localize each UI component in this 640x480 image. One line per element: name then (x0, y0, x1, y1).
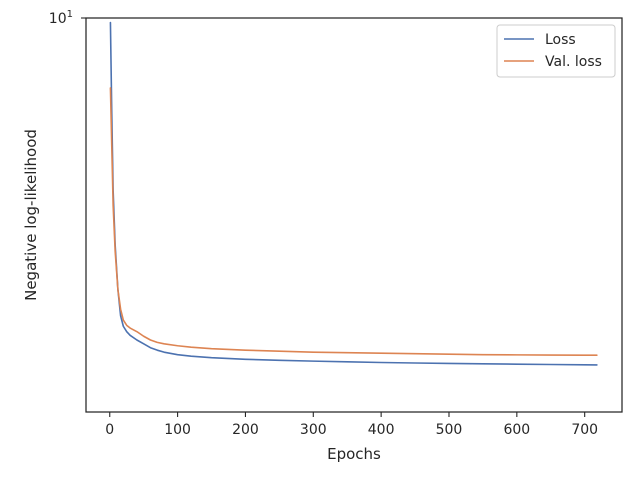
x-axis-label: Epochs (327, 445, 381, 463)
legend-box (496, 24, 616, 78)
y-axis: 101 (49, 9, 86, 27)
series-line-val-loss (109, 87, 598, 356)
legend-label-val-loss: Val. loss (545, 54, 602, 70)
x-tick-label-0: 0 (105, 422, 114, 438)
x-tick-label-300: 300 (300, 422, 327, 438)
y-axis-label: Negative log-likelihood (22, 129, 40, 301)
x-tick-label-700: 700 (571, 422, 598, 438)
x-tick-label-600: 600 (503, 422, 530, 438)
y-tick-label-10: 101 (49, 9, 73, 27)
x-tick-label-200: 200 (232, 422, 259, 438)
series-layer (109, 21, 598, 366)
plot-frame (85, 17, 623, 413)
x-tick-label-500: 500 (436, 422, 463, 438)
x-tick-label-100: 100 (164, 422, 191, 438)
legend-label-loss: Loss (545, 32, 576, 48)
x-axis: 0 100 200 300 400 500 600 700 (105, 412, 598, 438)
legend: Loss Val. loss (496, 24, 616, 78)
x-tick-label-400: 400 (368, 422, 395, 438)
